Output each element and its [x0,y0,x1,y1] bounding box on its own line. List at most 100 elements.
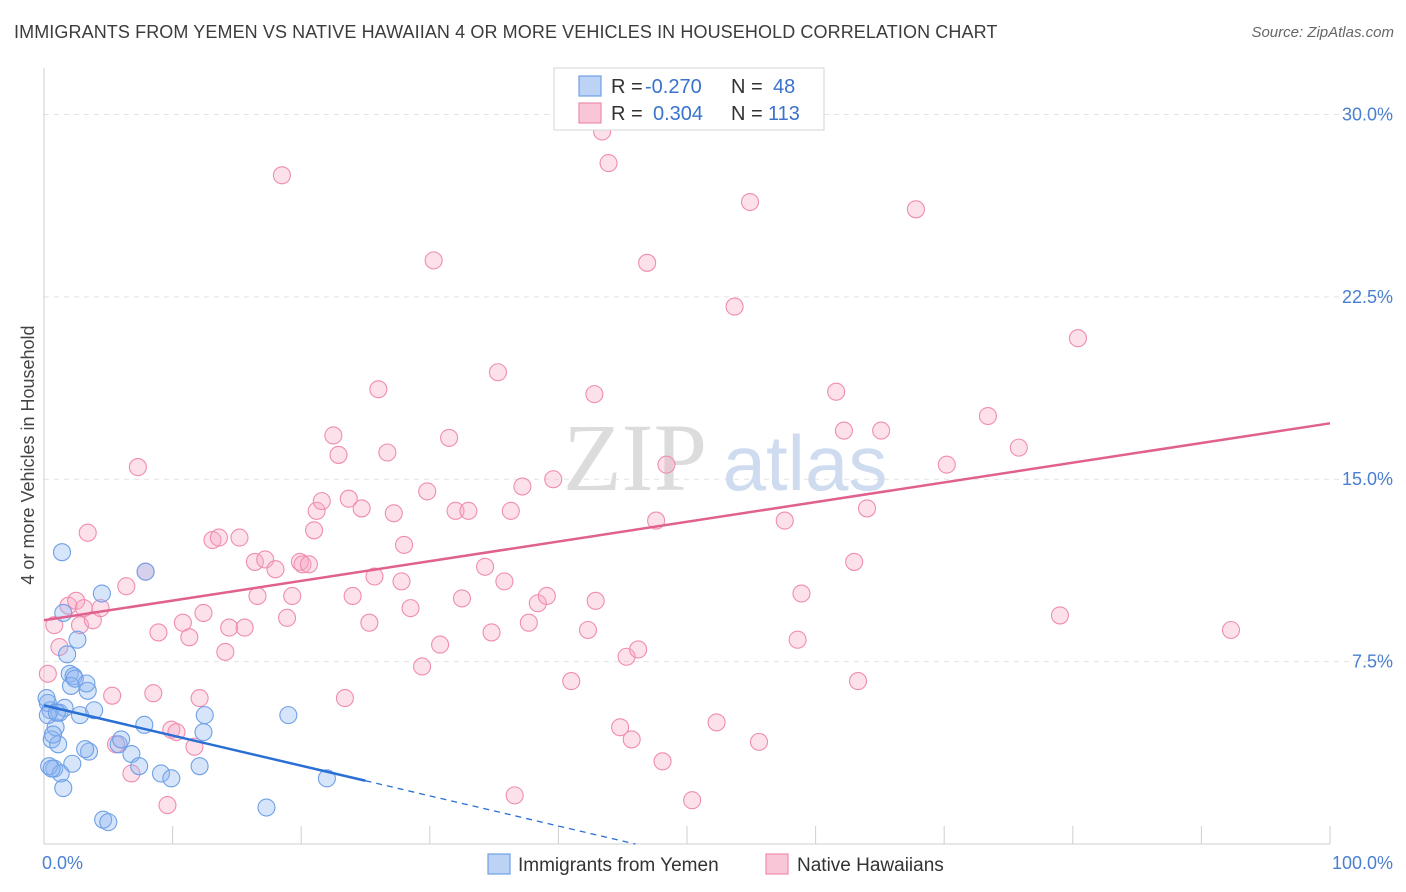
hawaiian-point-13 [122,764,141,783]
hawaiian-point-42 [305,521,324,540]
legend-n-value-1: 48 [773,76,795,98]
axes [43,68,1331,845]
hawaiian-point-87 [629,640,648,659]
yemen-point-30 [112,730,131,749]
chart-source: Source: ZipAtlas.com [1251,24,1394,41]
hawaiian-point-62 [431,635,450,654]
hawaiian-point-99 [792,584,811,603]
yemen-point-37 [190,757,209,776]
hawaiian-point-48 [339,489,358,508]
yemen-point-40 [257,798,276,817]
hawaiian-point-14 [128,458,147,477]
yemen-trend-line [43,704,366,782]
yemen-point-15 [68,630,87,649]
trend-lines [43,422,1331,845]
hawaiian-point-73 [513,477,532,496]
hawaiian-point-112 [1221,620,1241,640]
yemen-point-12 [58,645,77,664]
yemen-point-32 [130,757,149,776]
hawaiian-point-46 [329,445,348,464]
x-tick-label-0: 0.0% [42,853,83,873]
hawaiian-point-68 [482,623,501,642]
hawaiian-point-69 [488,363,508,382]
hawaiian-point-22 [180,628,199,647]
hawaiian-point-33 [248,586,267,606]
hawaiian-point-88 [638,253,657,272]
hawaiian-point-110 [1050,606,1069,625]
hawaiian-point-98 [788,630,807,649]
y-axis-label: 4 or more Vehicles in Household [18,325,38,584]
data-points [37,122,1241,832]
hawaiian-point-94 [725,297,744,316]
bottom-swatch-yemen [487,853,511,875]
y-tick-label-3: 30.0% [1342,104,1393,124]
hawaiian-point-108 [978,406,997,426]
hawaiian-point-54 [378,443,397,462]
hawaiian-point-2 [50,637,69,657]
x-tick-label-1: 100.0% [1332,853,1393,873]
x-tick-labels: 0.0% 100.0% [42,853,1393,873]
hawaiian-point-7 [78,523,97,542]
hawaiian-point-79 [578,620,598,640]
yemen-point-8 [54,779,73,798]
hawaiian-point-51 [360,613,379,632]
stats-legend: R = -0.270 N = 48 R = 0.304 N = 113 [553,67,825,131]
hawaiian-point-49 [343,586,362,606]
hawaiian-point-41 [299,555,318,574]
hawaiian-point-52 [365,567,384,586]
yemen-point-39 [195,706,214,725]
hawaiian-point-1 [45,616,64,635]
yemen-point-47 [42,759,61,778]
legend-n-label-2: N = [731,103,763,125]
hawaiian-point-4 [67,591,86,610]
hawaiian-point-25 [194,603,213,623]
hawaiian-point-105 [872,421,891,440]
hawaiian-point-61 [424,251,443,270]
hawaiian-point-72 [505,786,524,805]
hawaiian-point-63 [440,428,459,447]
yemen-point-7 [51,764,70,783]
hawaiian-point-78 [562,672,581,691]
hawaiian-point-27 [209,528,228,547]
yemen-point-26 [92,584,111,603]
legend-swatch-yemen [578,75,602,97]
hawaiian-point-93 [707,713,726,732]
hawaiian-point-55 [384,504,403,523]
hawaiian-point-57 [395,535,414,554]
hawaiian-point-96 [749,732,769,751]
hawaiian-point-28 [216,642,235,661]
hawaiian-point-59 [413,657,432,676]
hawaiian-point-76 [537,586,556,606]
yemen-point-36 [162,769,181,788]
hawaiian-point-50 [352,499,371,518]
hawaiian-point-111 [1068,329,1087,348]
hawaiian-point-36 [272,166,291,185]
legend-n-label-1: N = [731,76,763,98]
hawaiian-point-43 [307,501,326,520]
hawaiian-point-0 [38,664,57,683]
hawaiian-point-45 [324,426,343,445]
hawaiian-point-80 [585,385,604,404]
series-legend: Immigrants from Yemen Native Hawaiians [487,853,944,876]
hawaiian-point-101 [834,421,853,440]
hawaiian-point-74 [519,613,538,632]
chart-title: IMMIGRANTS FROM YEMEN VS NATIVE HAWAIIAN… [14,22,998,42]
legend-r-value-2: 0.304 [653,103,703,125]
hawaiian-point-64 [446,501,465,520]
yemen-point-17 [65,669,84,688]
legend-r-value-1: -0.270 [645,76,702,98]
hawaiian-point-44 [312,492,331,511]
yemen-point-10 [52,543,72,562]
hawaiian-point-66 [459,501,478,520]
hawaiian-point-29 [220,618,239,637]
hawaiian-point-106 [906,200,925,219]
bottom-swatch-hawaiian [765,853,789,875]
hawaiian-point-38 [283,586,302,606]
yemen-point-34 [136,562,155,581]
yemen-point-21 [77,674,96,693]
hawaiian-point-35 [266,560,285,579]
watermark-zip: ZIP [563,404,707,511]
hawaiian-point-91 [657,455,676,474]
yemen-point-23 [76,740,95,759]
